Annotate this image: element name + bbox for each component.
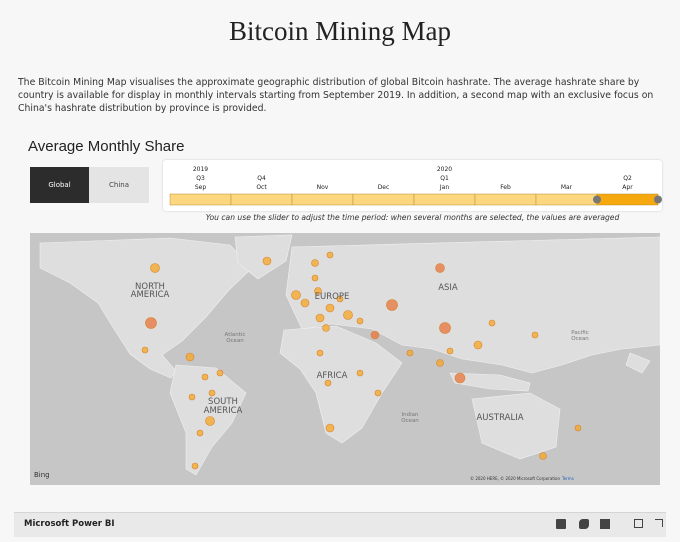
slider-quarter-label: Q4 xyxy=(257,175,266,182)
slider-segment xyxy=(291,193,354,206)
facebook-icon[interactable] xyxy=(600,519,610,529)
land xyxy=(39,234,660,476)
ocean-label: Atlantic Ocean xyxy=(225,332,246,344)
continent-label: EUROPE xyxy=(315,292,350,302)
page-title: Bitcoin Mining Map xyxy=(229,16,451,46)
ocean-label: Indian Ocean xyxy=(401,412,419,424)
slider-segment xyxy=(169,193,232,206)
continent-label: SOUTH AMERICA xyxy=(204,397,243,416)
section-title: Average Monthly Share xyxy=(28,138,185,155)
footer: Microsoft Power BI xyxy=(14,512,666,537)
slider-segment xyxy=(596,193,659,206)
map[interactable]: NORTH AMERICA EUROPE ASIA AFRICA SOUTH AMERICA… xyxy=(30,233,660,485)
map-provider: Bing xyxy=(34,471,50,479)
slider-handle xyxy=(654,195,662,204)
slider-month-label: Nov xyxy=(317,184,329,191)
linkedin-icon[interactable] xyxy=(556,519,566,529)
slider-note: You can use the slider to adjust the tim… xyxy=(205,213,620,222)
slider-segment xyxy=(413,193,476,206)
slider-year-label: 2019 xyxy=(193,166,208,173)
continent-label: AUSTRALIA xyxy=(476,413,523,423)
continent-label: AFRICA xyxy=(317,371,348,381)
slider-graphic: 2019 Q3 Sep Q4 Oct Nov Dec 2020 Q1 Jan Feb Mar Q2 Apr xyxy=(169,166,662,206)
slider-month-label: Feb xyxy=(500,184,511,191)
description: The Bitcoin Mining Map visualises the ap… xyxy=(18,77,654,114)
slider-year-label: 2020 xyxy=(437,166,452,173)
slider-segment xyxy=(474,193,537,206)
slider-month-label: Sep xyxy=(195,184,207,191)
slider-month-label: Dec xyxy=(378,184,390,191)
slider-segment xyxy=(230,193,293,206)
footer-brand[interactable]: Microsoft Power BI xyxy=(24,519,115,529)
slider-quarter-label: Q1 xyxy=(440,175,449,182)
map-terms[interactable]: Terms xyxy=(561,476,574,481)
slider-quarter-label: Q3 xyxy=(196,175,205,182)
slider-handle xyxy=(593,195,601,204)
continent-label: NORTH AMERICA xyxy=(131,282,170,300)
slider-month-label: Oct xyxy=(256,184,267,191)
ocean-label: Pacific Ocean xyxy=(571,330,589,342)
slider-month-label: Apr xyxy=(622,184,633,191)
slider-month-label: Mar xyxy=(561,184,573,191)
continent-label: ASIA xyxy=(438,283,458,293)
twitter-icon[interactable] xyxy=(579,519,589,529)
hashrate-bubbles xyxy=(141,251,582,470)
time-slider[interactable]: 2019 Q3 Sep Q4 Oct Nov Dec 2020 Q1 Jan Feb Mar Q2 Apr xyxy=(163,160,662,211)
share-icon[interactable] xyxy=(634,519,643,528)
slider-quarter-label: Q2 xyxy=(623,175,632,182)
map-labels: NORTH AMERICA EUROPE ASIA AFRICA SOUTH AMERICA… xyxy=(131,282,590,424)
china-button[interactable]: China xyxy=(89,167,149,203)
slider-segment xyxy=(352,193,415,206)
slider-month-label: Jan xyxy=(439,184,449,191)
map-copyright: © 2020 HERE, © 2020 Microsoft Corporatio… xyxy=(470,476,560,481)
slider-segment xyxy=(535,193,598,206)
global-button[interactable]: Global xyxy=(30,167,89,203)
fullscreen-icon[interactable] xyxy=(655,519,663,527)
